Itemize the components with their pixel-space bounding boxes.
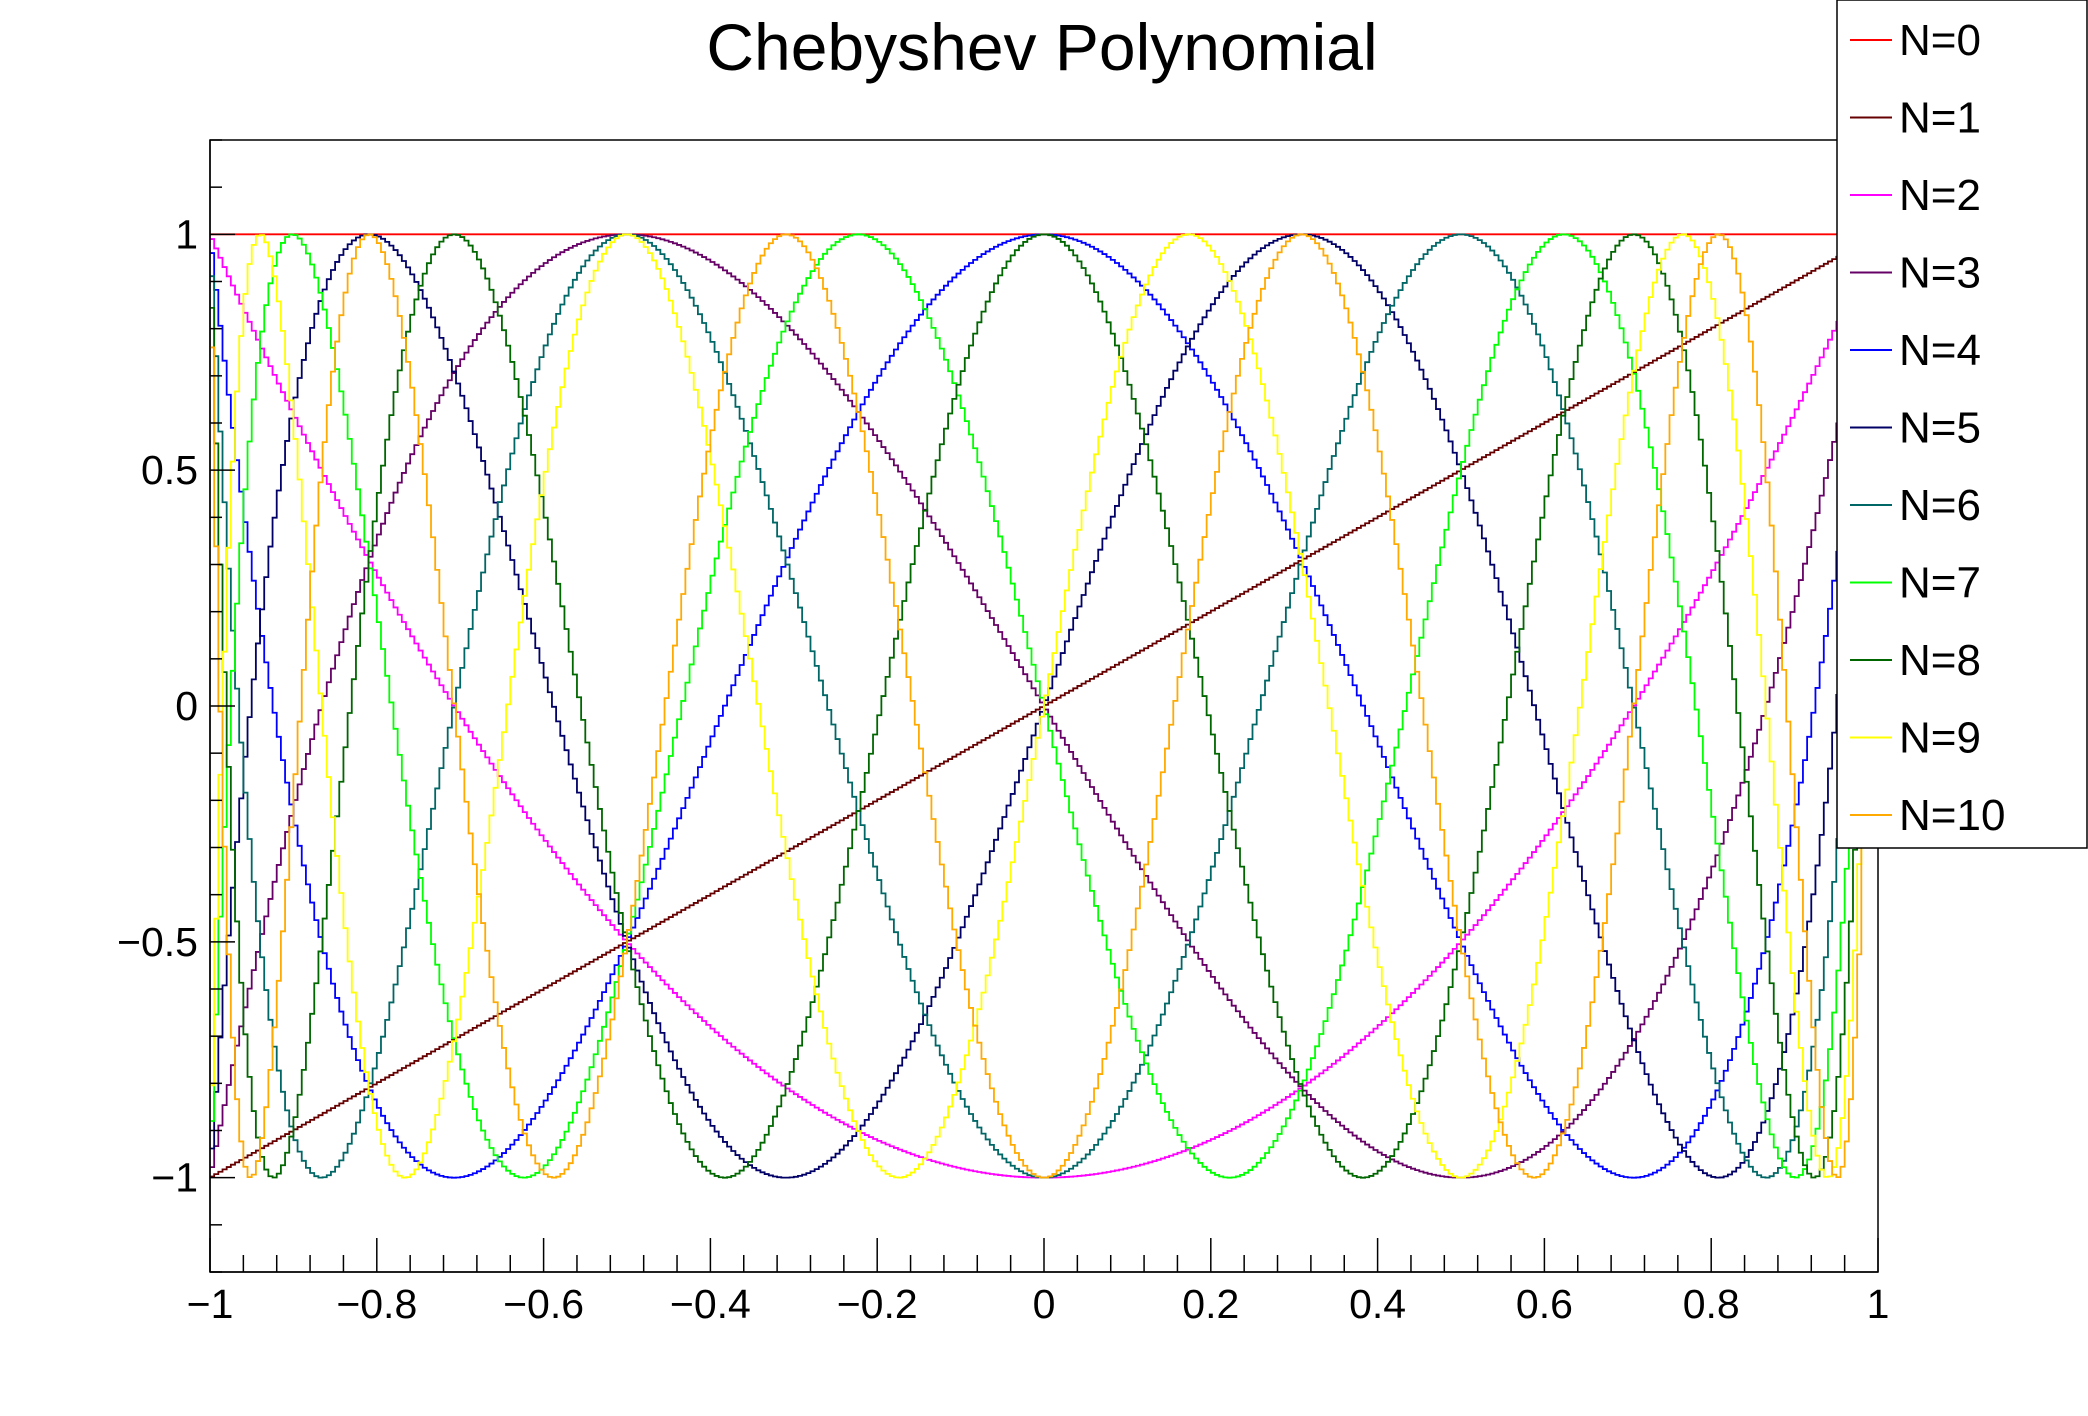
x-tick-label: 0 xyxy=(1033,1281,1056,1327)
x-tick-label: −0.2 xyxy=(837,1281,918,1327)
y-tick-label: 0.5 xyxy=(141,447,198,493)
legend-label: N=5 xyxy=(1899,404,1981,453)
legend-item-n7: N=7 xyxy=(1850,559,1981,608)
series-line-n9 xyxy=(210,233,1878,1179)
legend-item-n10: N=10 xyxy=(1850,791,2005,840)
x-tick-label: −1 xyxy=(187,1281,234,1327)
legend-label: N=6 xyxy=(1899,481,1981,530)
legend: N=0 N=1 N=2 N=3 N=4 N=5 N=6 N=7 N=8 N=9 N=10 xyxy=(1836,0,2088,849)
series-line-n8 xyxy=(210,233,1878,1179)
chart-title: Chebyshev Polynomial xyxy=(706,10,1377,84)
y-tick-label: −1 xyxy=(151,1155,198,1201)
legend-label: N=7 xyxy=(1899,559,1981,608)
x-tick-label: −0.4 xyxy=(670,1281,751,1327)
legend-box xyxy=(1836,0,2088,849)
legend-item-n6: N=6 xyxy=(1850,481,1981,530)
x-tick-label: 0.4 xyxy=(1349,1281,1406,1327)
series-line-n10 xyxy=(210,233,1878,1179)
legend-label: N=4 xyxy=(1899,326,1981,375)
y-tick-label: 1 xyxy=(175,211,198,257)
legend-item-n1: N=1 xyxy=(1850,94,1981,143)
legend-item-n0: N=0 xyxy=(1850,16,1981,65)
legend-item-n5: N=5 xyxy=(1850,404,1981,453)
x-axis: −1 −0.8 −0.6 −0.4 −0.2 0 0.2 0.4 0.6 0.8 1 xyxy=(187,1238,1890,1327)
y-tick-label: −0.5 xyxy=(117,919,198,965)
x-tick-label: −0.6 xyxy=(503,1281,584,1327)
x-tick-label: 1 xyxy=(1867,1281,1890,1327)
legend-item-n2: N=2 xyxy=(1850,171,1981,220)
x-tick-label: −0.8 xyxy=(336,1281,417,1327)
x-tick-label: 0.6 xyxy=(1516,1281,1573,1327)
x-tick-label: 0.2 xyxy=(1182,1281,1239,1327)
legend-label: N=1 xyxy=(1899,94,1981,143)
legend-label: N=3 xyxy=(1899,249,1981,298)
legend-label: N=8 xyxy=(1899,636,1981,685)
legend-label: N=9 xyxy=(1899,714,1981,763)
legend-label: N=0 xyxy=(1899,16,1981,65)
y-tick-label: 0 xyxy=(175,683,198,729)
legend-label: N=2 xyxy=(1899,171,1981,220)
legend-item-n4: N=4 xyxy=(1850,326,1981,375)
legend-item-n9: N=9 xyxy=(1850,714,1981,763)
legend-item-n8: N=8 xyxy=(1850,636,1981,685)
legend-label: N=10 xyxy=(1899,791,2005,840)
legend-item-n3: N=3 xyxy=(1850,249,1981,298)
series-group xyxy=(210,233,1878,1179)
x-tick-label: 0.8 xyxy=(1683,1281,1740,1327)
y-axis: −1 −0.5 0 0.5 1 xyxy=(117,139,235,1273)
